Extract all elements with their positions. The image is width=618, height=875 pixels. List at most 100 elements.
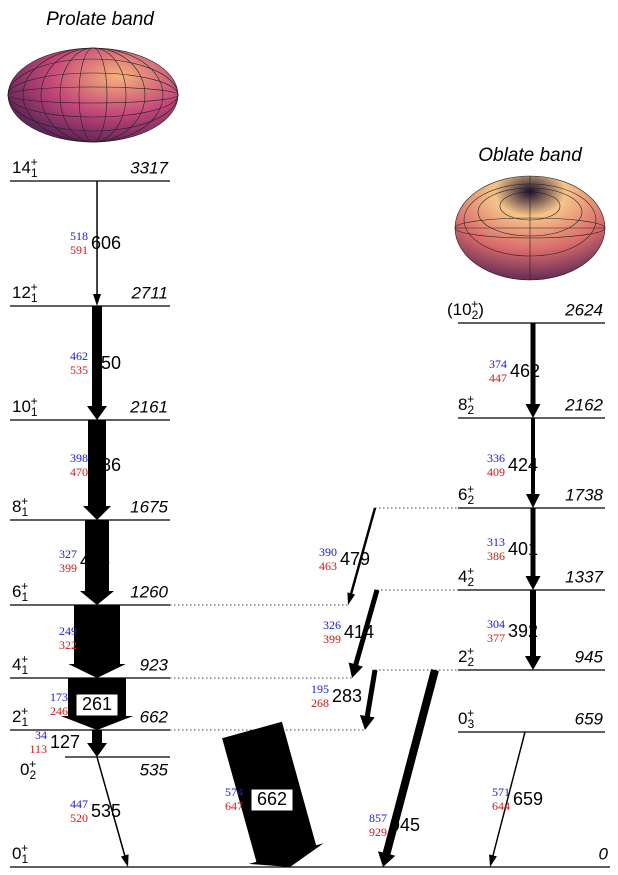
lower-value: 322 bbox=[59, 638, 77, 652]
transition-arrow bbox=[347, 507, 377, 605]
spin-j: 2 bbox=[458, 647, 467, 666]
transition-arrow bbox=[359, 669, 378, 730]
transition-energy: 415 bbox=[80, 551, 110, 571]
spin-sup: + bbox=[21, 579, 28, 593]
spin-j: 8 bbox=[458, 395, 467, 414]
upper-value: 857 bbox=[369, 811, 387, 825]
spin-sub: 2 bbox=[472, 308, 479, 322]
spin-sup: + bbox=[467, 482, 474, 496]
lower-value: 463 bbox=[319, 559, 337, 573]
upper-value: 313 bbox=[487, 535, 505, 549]
lower-value: 268 bbox=[311, 696, 329, 710]
lower-value: 644 bbox=[492, 799, 510, 813]
spin-j: 8 bbox=[12, 497, 21, 516]
spin-close: ) bbox=[478, 300, 484, 319]
transition-arrow bbox=[80, 520, 114, 605]
spin-j: 0 bbox=[458, 709, 467, 728]
level-energy: 1675 bbox=[130, 497, 168, 516]
transition-arrow bbox=[525, 323, 541, 418]
spin-label: 141+ bbox=[12, 155, 38, 180]
spin-sup: + bbox=[31, 394, 38, 408]
lower-value: 386 bbox=[487, 549, 505, 563]
level-energy: 1738 bbox=[565, 485, 603, 504]
spin-j: 14 bbox=[12, 158, 31, 177]
transition-energy: 414 bbox=[344, 622, 374, 642]
label-box bbox=[250, 788, 294, 812]
spin-j: (10 bbox=[447, 300, 472, 319]
spin-sup: + bbox=[21, 494, 28, 508]
spin-sub: 2 bbox=[467, 575, 474, 589]
upper-value: 447 bbox=[70, 797, 88, 811]
lower-value: 409 bbox=[487, 465, 505, 479]
lower-value: 399 bbox=[59, 561, 77, 575]
spin-sub: 1 bbox=[21, 715, 28, 729]
spin-sub: 1 bbox=[21, 590, 28, 604]
spin-j: 4 bbox=[12, 655, 21, 674]
prolate-shape bbox=[7, 47, 179, 143]
spin-sup: + bbox=[467, 564, 474, 578]
upper-value: 34 bbox=[35, 728, 47, 742]
transition-arrow bbox=[525, 508, 541, 590]
spin-j: 0 bbox=[12, 844, 21, 863]
spin-label: 21+ bbox=[12, 704, 28, 729]
transition-arrow bbox=[93, 181, 101, 306]
spin-sup: + bbox=[31, 280, 38, 294]
spin-sup: + bbox=[21, 652, 28, 666]
transition-energy: 401 bbox=[508, 539, 538, 559]
oblate-shape bbox=[454, 175, 606, 281]
spin-sup: + bbox=[467, 392, 474, 406]
spin-label: 03+ bbox=[458, 706, 474, 731]
spin-sub: 1 bbox=[31, 405, 38, 419]
spin-label: 62+ bbox=[458, 482, 474, 507]
lower-value: 929 bbox=[369, 825, 387, 839]
level-energy: 2161 bbox=[129, 397, 168, 416]
transition-energy: 392 bbox=[508, 621, 538, 641]
transition-energy: 424 bbox=[508, 455, 538, 475]
upper-value: 462 bbox=[70, 349, 88, 363]
transition-arrow bbox=[96, 756, 129, 867]
upper-value: 374 bbox=[489, 357, 507, 371]
spin-sup: + bbox=[29, 757, 36, 771]
transition-arrow bbox=[87, 306, 107, 420]
lower-value: 113 bbox=[29, 742, 47, 756]
level-energy: 535 bbox=[140, 760, 169, 779]
spin-sub: 2 bbox=[467, 655, 474, 669]
upper-value: 304 bbox=[487, 617, 505, 631]
upper-value: 571 bbox=[492, 785, 510, 799]
upper-value: 336 bbox=[487, 451, 505, 465]
lower-value: 470 bbox=[70, 465, 88, 479]
spin-sup: + bbox=[31, 155, 38, 169]
transition-energy: 486 bbox=[91, 455, 121, 475]
upper-value: 173 bbox=[50, 690, 68, 704]
level-energy: 945 bbox=[575, 647, 604, 666]
spin-label: 02+ bbox=[20, 757, 36, 782]
transition-energy: 462 bbox=[510, 361, 540, 381]
upper-value: 326 bbox=[323, 618, 341, 632]
band-title: Oblate band bbox=[478, 145, 583, 166]
transition-energy: 479 bbox=[340, 549, 370, 569]
lower-value: 520 bbox=[70, 811, 88, 825]
transition-energy: 283 bbox=[332, 686, 362, 706]
level-energy: 1337 bbox=[565, 567, 603, 586]
lower-value: 647 bbox=[225, 799, 243, 813]
level-energy: 2624 bbox=[564, 300, 603, 319]
lower-value: 399 bbox=[323, 632, 341, 646]
transition-arrow bbox=[68, 605, 126, 678]
spin-j: 12 bbox=[12, 283, 31, 302]
transition-energy: 945 bbox=[390, 815, 420, 835]
spin-j: 6 bbox=[458, 485, 467, 504]
spin-sub: 1 bbox=[21, 505, 28, 519]
spin-label: 42+ bbox=[458, 564, 474, 589]
spin-sub: 2 bbox=[29, 768, 36, 782]
spin-label: 121+ bbox=[12, 280, 38, 305]
spin-j: 2 bbox=[12, 707, 21, 726]
level-energy: 0 bbox=[599, 844, 609, 863]
spin-j: 4 bbox=[458, 567, 467, 586]
spin-j: 10 bbox=[12, 397, 31, 416]
transition-arrow bbox=[525, 590, 541, 670]
transition-arrow bbox=[489, 731, 526, 867]
level-energy: 2711 bbox=[130, 283, 168, 302]
upper-value: 327 bbox=[59, 547, 77, 561]
label-box bbox=[75, 693, 119, 717]
spin-j: 0 bbox=[20, 760, 29, 779]
